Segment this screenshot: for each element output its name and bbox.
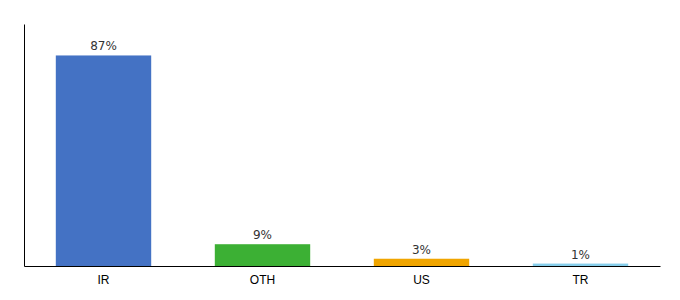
data-label: 87% xyxy=(90,39,117,53)
x-tick: IR xyxy=(98,273,110,287)
data-label: 1% xyxy=(571,248,590,262)
chart: IR OTH US TR 87% 9% 3% 1% xyxy=(0,0,680,300)
data-label: 3% xyxy=(412,243,431,257)
bar xyxy=(215,244,310,266)
y-axis-line xyxy=(24,25,25,267)
x-tick: TR xyxy=(573,273,589,287)
bar xyxy=(374,259,469,266)
bar xyxy=(56,55,151,266)
x-axis-line xyxy=(25,266,661,267)
x-tick-label: IR xyxy=(98,273,110,287)
x-tick-label: US xyxy=(413,273,430,287)
bar xyxy=(533,264,628,266)
bars xyxy=(56,55,628,266)
plot: IR OTH US TR 87% 9% 3% 1% xyxy=(25,25,661,287)
x-tick: US xyxy=(413,273,430,287)
data-label: 9% xyxy=(253,228,272,242)
x-tick-label: OTH xyxy=(250,273,275,287)
x-tick: OTH xyxy=(250,273,275,287)
data-labels: 87% 9% 3% 1% xyxy=(90,39,590,261)
x-axis: IR OTH US TR xyxy=(25,267,661,287)
x-tick-label: TR xyxy=(573,273,589,287)
y-axis xyxy=(24,25,25,267)
